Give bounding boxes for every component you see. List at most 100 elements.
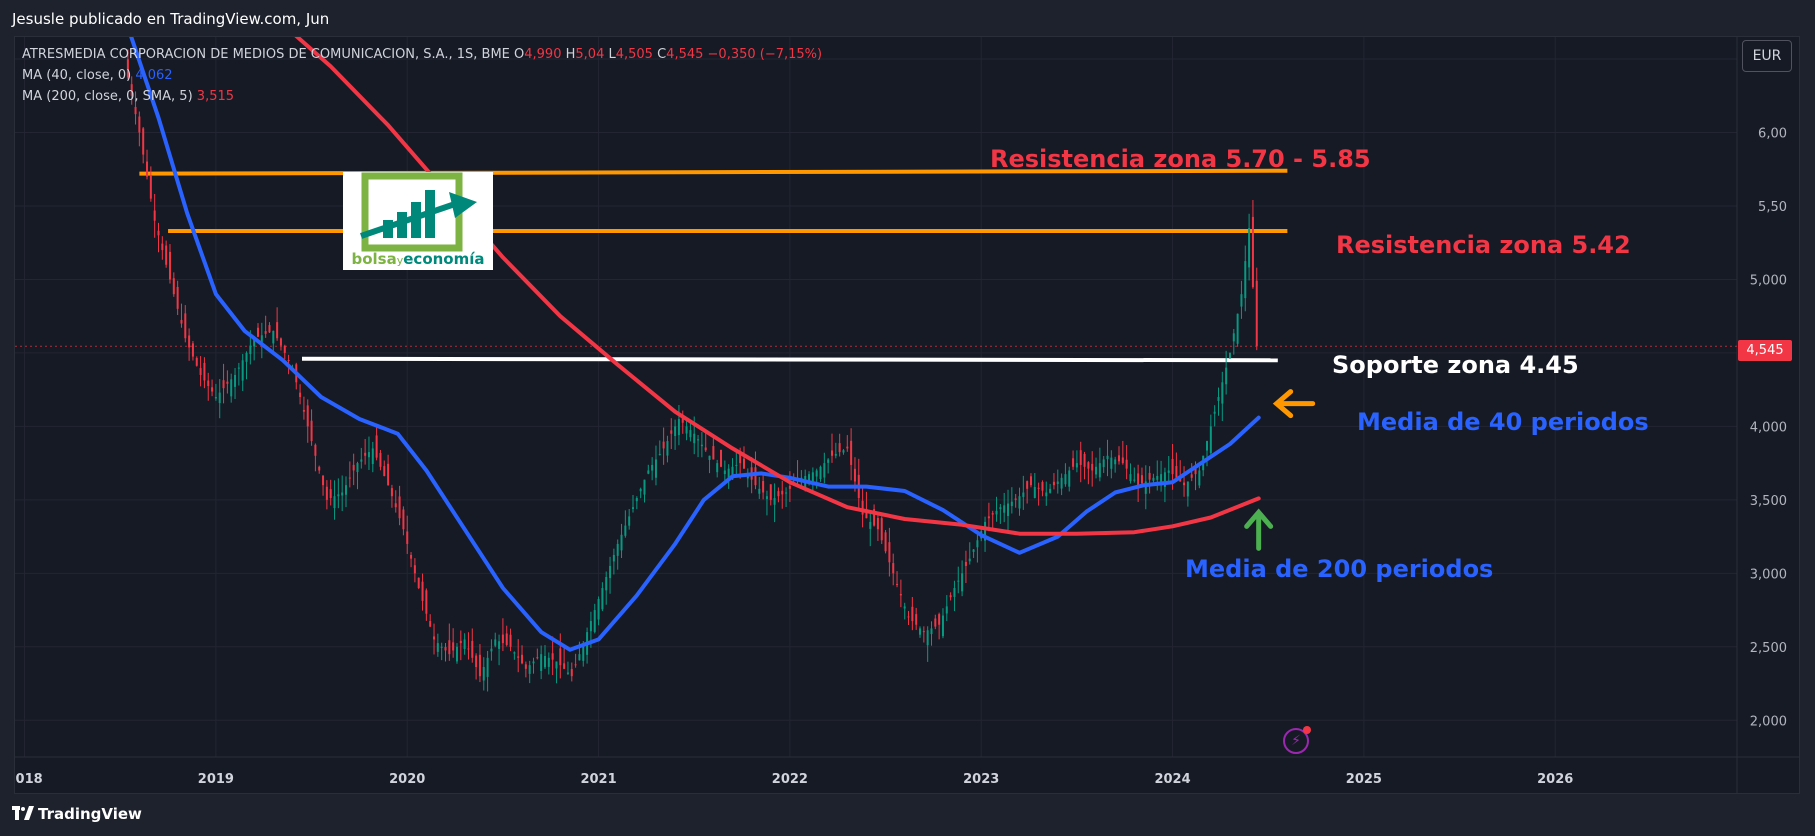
candle-body <box>1186 481 1189 497</box>
candle-body <box>620 534 623 551</box>
legend-ma200-row[interactable]: MA (200, close, 0, SMA, 5) 3,515 <box>22 86 822 107</box>
candle-body <box>528 665 531 674</box>
candle-body <box>1129 474 1132 482</box>
candle-body <box>532 661 535 664</box>
candle-body <box>957 580 960 582</box>
candle-body <box>475 655 478 667</box>
candle-body <box>765 496 768 500</box>
candle-body <box>880 518 883 541</box>
candle-body <box>609 565 612 579</box>
candle-body <box>658 453 661 455</box>
candle-body <box>574 664 577 666</box>
currency-button[interactable]: EUR <box>1742 40 1792 72</box>
candle-body <box>149 174 152 199</box>
candle-body <box>188 335 191 348</box>
candle-body <box>815 470 818 477</box>
candle-body <box>226 381 229 384</box>
candle-body <box>616 543 619 556</box>
candle-body <box>1098 463 1101 478</box>
candle-body <box>922 631 925 633</box>
candle-body <box>444 647 447 651</box>
candle-body <box>827 459 830 463</box>
y-tick-label: 2,500 <box>1750 641 1787 656</box>
candle-body <box>402 509 405 530</box>
candle-body <box>1106 455 1109 460</box>
candle-body <box>945 606 948 614</box>
candle-body <box>486 657 489 677</box>
candle-body <box>302 410 305 412</box>
candle-body <box>919 628 922 635</box>
candle-body <box>234 374 237 387</box>
candle-body <box>157 230 160 236</box>
candle-body <box>130 84 133 96</box>
candle-body <box>207 380 210 386</box>
candle-body <box>1228 352 1231 359</box>
candle-body <box>999 507 1002 510</box>
candle-body <box>1198 470 1201 486</box>
candle-body <box>1010 501 1013 507</box>
price-chart[interactable]: 2,0002,5003,0003,5004,0004,5005,0005,506… <box>15 37 1799 793</box>
candle-body <box>429 621 432 627</box>
candle-body <box>283 345 286 353</box>
candle-body <box>1022 492 1025 497</box>
candle-body <box>1095 466 1098 475</box>
candle-body <box>850 440 853 465</box>
candle-body <box>635 498 638 502</box>
candle-body <box>612 554 615 562</box>
candle-body <box>180 319 183 324</box>
candle-body <box>830 450 833 456</box>
orange-arrow-icon <box>1272 389 1316 419</box>
annotation-support-445: Soporte zona 4.45 <box>1332 351 1579 379</box>
level-line-2 <box>301 356 1278 363</box>
candle-body <box>758 488 761 494</box>
candle-body <box>1121 457 1124 464</box>
candle-body <box>237 367 240 369</box>
candle-body <box>241 360 244 381</box>
candle-body <box>1209 426 1212 454</box>
candle-body <box>1125 459 1128 469</box>
candle-body <box>471 640 474 658</box>
candle-body <box>1167 470 1170 473</box>
chart-area[interactable]: 2,0002,5003,0003,5004,0004,5005,0005,506… <box>14 36 1800 794</box>
candle-body <box>341 492 344 496</box>
candle-body <box>639 488 642 492</box>
candle-body <box>191 343 194 357</box>
candle-body <box>325 486 328 500</box>
candle-body <box>459 640 462 644</box>
candle-body <box>211 387 214 392</box>
candle-body <box>1190 474 1193 478</box>
tradingview-footer[interactable]: TradingView <box>12 805 142 823</box>
candle-body <box>394 503 397 508</box>
candle-body <box>268 325 271 333</box>
candle-body <box>425 590 428 614</box>
candle-body <box>337 494 340 497</box>
x-tick-label: 2018 <box>15 772 43 787</box>
candle-body <box>1029 476 1032 486</box>
candle-body <box>785 492 788 494</box>
legend-ma40-row[interactable]: MA (40, close, 0) 4,062 <box>22 65 822 86</box>
candle-body <box>865 509 868 519</box>
candle-body <box>1049 488 1052 493</box>
x-tick-label: 2023 <box>963 772 999 787</box>
legend-ma200-label: MA (200, close, 0, SMA, 5) <box>22 89 193 104</box>
candle-body <box>279 338 282 346</box>
candle-body <box>1236 313 1239 344</box>
annotation-ma200: Media de 200 periodos <box>1185 555 1494 583</box>
candle-body <box>1041 482 1044 491</box>
y-tick-label: 2,000 <box>1750 714 1787 729</box>
y-tick-label: 5,000 <box>1750 273 1787 288</box>
candle-body <box>1240 294 1243 307</box>
candle-body <box>199 368 202 375</box>
legend-close-label: C <box>657 47 667 62</box>
candle-body <box>287 360 290 362</box>
candle-body <box>547 657 550 667</box>
candle-body <box>379 452 382 467</box>
candle-body <box>272 330 275 344</box>
candle-body <box>1221 382 1224 404</box>
candle-body <box>712 446 715 460</box>
candle-body <box>517 656 520 658</box>
x-tick-label: 2019 <box>198 772 234 787</box>
candle-body <box>455 646 458 662</box>
lightning-icon[interactable]: ⚡ <box>1283 726 1311 754</box>
candle-body <box>1251 216 1254 288</box>
